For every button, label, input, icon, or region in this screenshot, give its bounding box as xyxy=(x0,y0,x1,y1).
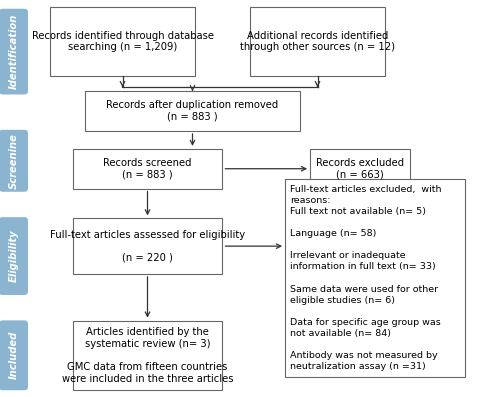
FancyBboxPatch shape xyxy=(72,149,223,189)
FancyBboxPatch shape xyxy=(250,7,385,76)
Text: Full-text articles assessed for eligibility

(n = 220 ): Full-text articles assessed for eligibil… xyxy=(50,229,245,263)
Text: not available (n= 84): not available (n= 84) xyxy=(290,329,391,338)
FancyBboxPatch shape xyxy=(85,91,300,131)
FancyBboxPatch shape xyxy=(0,9,28,94)
FancyBboxPatch shape xyxy=(72,218,223,274)
Text: eligible studies (n= 6): eligible studies (n= 6) xyxy=(290,296,395,305)
Text: reasons:: reasons: xyxy=(290,196,331,205)
FancyBboxPatch shape xyxy=(50,7,195,76)
Text: Records after duplication removed
(n = 883 ): Records after duplication removed (n = 8… xyxy=(106,100,278,122)
Text: Language (n= 58): Language (n= 58) xyxy=(290,229,376,238)
Text: information in full text (n= 33): information in full text (n= 33) xyxy=(290,262,436,272)
Text: Articles identified by the
systematic review (n= 3)

GMC data from fifteen count: Articles identified by the systematic re… xyxy=(62,327,233,384)
FancyBboxPatch shape xyxy=(0,217,28,295)
Text: Full text not available (n= 5): Full text not available (n= 5) xyxy=(290,207,426,216)
Text: Identification: Identification xyxy=(8,14,18,89)
Text: Records excluded
(n = 663): Records excluded (n = 663) xyxy=(316,158,404,179)
Text: Screenine: Screenine xyxy=(8,133,18,189)
FancyBboxPatch shape xyxy=(0,130,28,192)
Text: Full-text articles excluded,  with: Full-text articles excluded, with xyxy=(290,185,442,194)
Text: Included: Included xyxy=(8,331,18,380)
FancyBboxPatch shape xyxy=(310,149,410,189)
Text: Records identified through database
searching (n = 1,209): Records identified through database sear… xyxy=(32,31,214,52)
Text: Data for specific age group was: Data for specific age group was xyxy=(290,318,441,327)
FancyBboxPatch shape xyxy=(72,321,223,390)
Text: Same data were used for other: Same data were used for other xyxy=(290,285,438,294)
FancyBboxPatch shape xyxy=(285,179,465,377)
Text: Eligibility: Eligibility xyxy=(8,230,18,282)
Text: Records screened
(n = 883 ): Records screened (n = 883 ) xyxy=(104,158,192,179)
Text: neutralization assay (n =31): neutralization assay (n =31) xyxy=(290,362,426,372)
Text: Additional records identified
through other sources (n = 12): Additional records identified through ot… xyxy=(240,31,395,52)
FancyBboxPatch shape xyxy=(0,320,28,390)
Text: Antibody was not measured by: Antibody was not measured by xyxy=(290,351,438,360)
Text: Irrelevant or inadequate: Irrelevant or inadequate xyxy=(290,251,406,260)
